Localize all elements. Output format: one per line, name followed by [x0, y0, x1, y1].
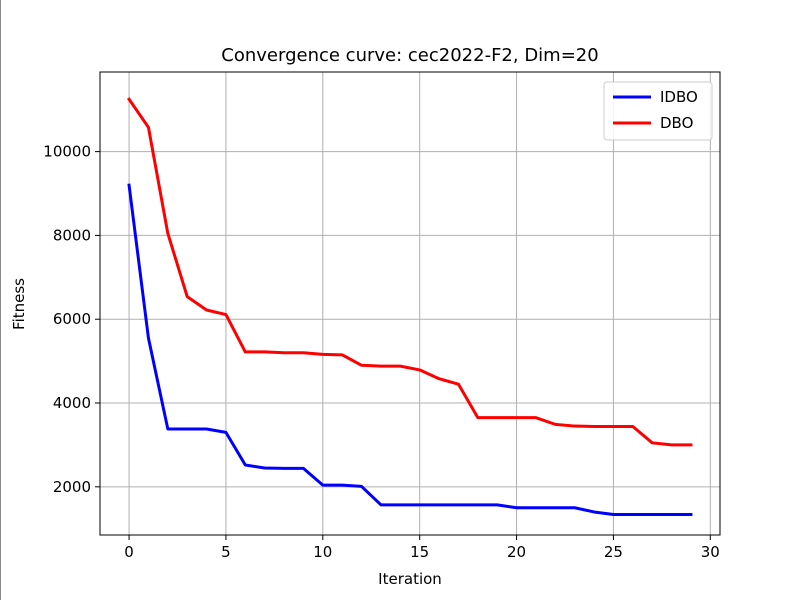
y-tick-label: 6000 — [53, 310, 91, 328]
series-line-dbo — [126, 97, 693, 447]
y-axis-label: Fitness — [10, 278, 28, 330]
x-tick-label: 25 — [604, 543, 623, 561]
series-line-idbo — [127, 183, 693, 516]
x-tick-label: 0 — [124, 543, 134, 561]
figure-left-edge — [0, 0, 1, 600]
x-tick-label: 15 — [410, 543, 429, 561]
y-tick-label: 10000 — [43, 143, 91, 161]
x-tick-label: 5 — [221, 543, 231, 561]
chart-title: Convergence curve: cec2022-F2, Dim=20 — [221, 45, 598, 66]
plot-frame — [99, 71, 721, 536]
x-tick-label: 30 — [701, 543, 720, 561]
series-lines — [126, 97, 693, 516]
x-tick-label: 10 — [313, 543, 332, 561]
y-tick-label: 4000 — [53, 394, 91, 412]
legend-label-dbo: DBO — [660, 114, 693, 132]
grid-lines — [100, 72, 720, 535]
y-tick-label: 2000 — [53, 478, 91, 496]
series-idbo — [127, 183, 693, 516]
series-dbo — [126, 97, 693, 447]
x-tick-label: 20 — [507, 543, 526, 561]
y-tick-label: 8000 — [53, 226, 91, 244]
axis-ticks: 0 5 10 15 20 25 30 2000 4000 6000 8000 10000 — [43, 143, 720, 561]
legend: IDBO DBO — [603, 81, 713, 141]
x-axis-label: Iteration — [378, 570, 442, 588]
legend-label-idbo: IDBO — [660, 88, 698, 106]
